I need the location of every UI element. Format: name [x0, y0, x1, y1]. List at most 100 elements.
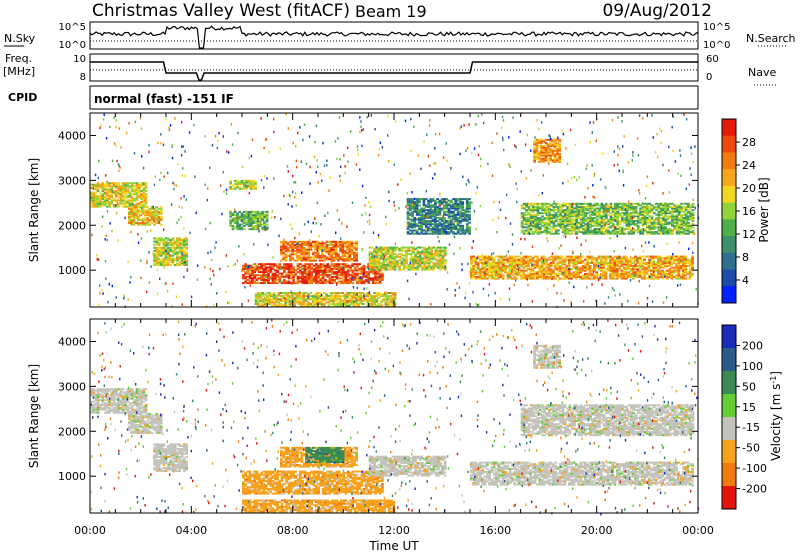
- heatmap-cell: [94, 185, 98, 188]
- heatmap-cell: [421, 265, 424, 268]
- heatmap-cell: [550, 204, 553, 207]
- heatmap-cell: [115, 193, 118, 196]
- heatmap-cell: [300, 240, 304, 243]
- heatmap-cell: [330, 267, 334, 270]
- heatmap-cell: [157, 237, 161, 240]
- heatmap-cell: [529, 228, 533, 230]
- heatmap-cell: [643, 266, 646, 269]
- heatmap-cell: [157, 212, 161, 215]
- heatmap-cell: [157, 248, 161, 251]
- heatmap-cell: [538, 226, 542, 229]
- heatmap-cell: [691, 229, 695, 232]
- heatmap-cell: [106, 185, 109, 188]
- heatmap-cell: [284, 292, 287, 294]
- heatmap-cell: [263, 221, 267, 224]
- heatmap-cell: [325, 293, 328, 296]
- heatmap-cell: [356, 269, 359, 272]
- heatmap-cell: [312, 264, 316, 267]
- frequency-line: [90, 61, 698, 81]
- heatmap-cell: [323, 242, 326, 245]
- heatmap-cell: [315, 264, 318, 267]
- heatmap-cell: [650, 207, 654, 210]
- heatmap-cell: [96, 183, 100, 186]
- heatmap-cell: [301, 271, 304, 274]
- heatmap-cell: [605, 202, 608, 205]
- heatmap-cell: [242, 264, 245, 267]
- heatmap-cell: [173, 242, 177, 245]
- heatmap-cell: [119, 185, 123, 188]
- heatmap-cell: [533, 255, 537, 258]
- heatmap-cell: [119, 199, 123, 202]
- heatmap-cell: [312, 275, 316, 278]
- heatmap-cell: [153, 209, 156, 212]
- heatmap-cell: [317, 271, 320, 274]
- heatmap-cell: [386, 246, 390, 249]
- heatmap-cell: [675, 255, 678, 258]
- heatmap-cell: [276, 269, 279, 272]
- heatmap-cell: [164, 264, 168, 267]
- heatmap-cell: [135, 194, 139, 197]
- heatmap-cell: [303, 266, 307, 269]
- heatmap-cell: [110, 182, 114, 185]
- heatmap-cell: [538, 217, 542, 219]
- heatmap-cell: [682, 255, 685, 258]
- heatmap-cell: [254, 214, 258, 216]
- heatmap-cell: [148, 212, 152, 215]
- heatmap-cell: [344, 263, 348, 266]
- heatmap-cell: [663, 271, 667, 274]
- heatmap-cell: [260, 263, 263, 266]
- heatmap-cell: [595, 202, 599, 205]
- heatmap-cell: [155, 261, 159, 263]
- heatmap-cell: [269, 263, 273, 266]
- heatmap-cell: [150, 217, 154, 220]
- heatmap-cell: [108, 205, 111, 208]
- heatmap-cell: [242, 274, 245, 277]
- heatmap-cell: [292, 282, 295, 285]
- heatmap-cell: [654, 274, 658, 277]
- heatmap-cell: [248, 267, 252, 270]
- noise-panel: N.Sky N.Search 10^5 10^0 10^5 10^0: [4, 21, 796, 51]
- heatmap-cell: [167, 242, 170, 245]
- heatmap-cell: [247, 228, 251, 231]
- heatmap-cell: [323, 245, 326, 248]
- heatmap-cell: [661, 266, 665, 269]
- heatmap-cell: [636, 202, 640, 205]
- heatmap-cell: [99, 204, 102, 207]
- heatmap-cell: [384, 246, 388, 249]
- heatmap-cell: [160, 250, 163, 252]
- heatmap-cell: [684, 255, 687, 258]
- heatmap-cell: [94, 183, 98, 186]
- heatmap-cell: [314, 251, 317, 254]
- heatmap-cell: [132, 209, 136, 212]
- heatmap-cell: [314, 240, 317, 243]
- heatmap-cell: [128, 194, 132, 197]
- heatmap-cell: [511, 277, 514, 280]
- heatmap-cell: [108, 202, 111, 205]
- heatmap-cell: [573, 202, 576, 205]
- heatmap-cell: [115, 183, 118, 186]
- heatmap-cell: [527, 255, 530, 258]
- heatmap-cell: [557, 202, 560, 205]
- heatmap-cell: [606, 261, 610, 264]
- heatmap-cell: [588, 265, 592, 267]
- heatmap-cell: [384, 263, 388, 266]
- heatmap-cell: [398, 265, 401, 268]
- heatmap-cell: [124, 182, 127, 185]
- heatmap-cell: [258, 267, 261, 270]
- heatmap-cell: [513, 255, 516, 258]
- heatmap-cell: [317, 282, 320, 285]
- heatmap-cell: [245, 212, 248, 215]
- heatmap-cell: [377, 296, 381, 299]
- heatmap-cell: [171, 261, 175, 263]
- heatmap-cell: [171, 250, 175, 252]
- heatmap-cell: [148, 211, 152, 214]
- heatmap-cell: [269, 267, 273, 270]
- heatmap-cell: [504, 265, 507, 267]
- heatmap-cell: [527, 212, 531, 215]
- cpid-label: CPID: [8, 91, 37, 104]
- heatmap-cell: [581, 274, 585, 277]
- heatmap-cell: [536, 271, 539, 274]
- heatmap-cell: [90, 186, 93, 189]
- heatmap-cell: [661, 257, 665, 260]
- heatmap-cell: [299, 275, 302, 278]
